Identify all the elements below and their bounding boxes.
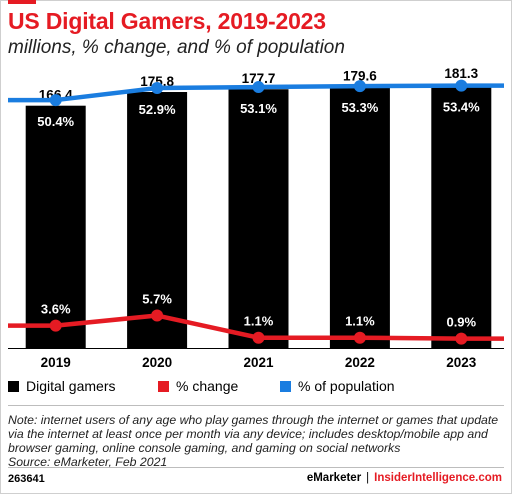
chart-title: US Digital Gamers, 2019-2023 [8,8,326,34]
brand-accent-bar [8,0,36,4]
chart-plot: 166.4175.8177.7179.6181.350.4%52.9%53.1%… [8,66,504,369]
point-percent-population-2020 [151,82,164,95]
point-percent-population-2019 [49,94,62,107]
point-percent-population-2021 [252,81,265,94]
chart-subtitle: millions, % change, and % of population [8,37,345,58]
bar-value-label: 181.3 [444,66,478,81]
chart-legend: Digital gamers % change % of population [8,378,504,396]
legend-item-digital-gamers: Digital gamers [8,378,115,394]
x-tick-label: 2023 [446,355,477,369]
legend-item-percent-change: % change [158,378,238,394]
x-tick-label: 2019 [41,355,71,369]
point-percent-change-2022 [353,331,366,344]
note-text: Note: internet users of any age who play… [8,413,499,455]
data-label-percent-population: 52.9% [139,102,176,117]
data-label-percent-change: 0.9% [446,315,476,330]
x-tick-label: 2022 [345,355,375,369]
legend-swatch-percent-population [280,380,291,392]
brand-separator: | [366,472,370,484]
bar-digital-gamers-2023 [431,84,492,348]
chart-note: Note: internet users of any age who play… [8,413,504,469]
legend-swatch-digital-gamers [8,380,19,392]
data-label-percent-change: 1.1% [345,314,375,329]
point-percent-population-2023 [455,79,468,92]
x-tick-label: 2021 [243,355,274,369]
footer-divider [8,467,504,468]
legend-item-percent-population: % of population [280,378,395,394]
bar-value-label: 175.8 [140,74,174,89]
legend-label-percent-population: % of population [298,378,395,394]
brand-insider-intelligence: InsiderIntelligence.com [374,472,502,484]
data-label-percent-population: 53.1% [240,101,277,116]
data-label-percent-population: 53.3% [341,100,378,115]
bar-digital-gamers-2020 [127,92,188,349]
legend-label-percent-change: % change [176,378,239,394]
point-percent-change-2019 [49,319,62,332]
bar-digital-gamers-2022 [329,86,390,348]
footer-brand: eMarketer | InsiderIntelligence.com [307,472,502,484]
note-divider [8,405,504,406]
data-label-percent-population: 53.4% [443,100,480,115]
data-label-percent-change: 5.7% [142,292,172,307]
bar-value-label: 177.7 [242,71,276,86]
data-label-percent-change: 3.6% [41,302,71,317]
chart-id: 263641 [8,473,45,485]
point-percent-population-2022 [353,80,366,93]
bar-value-label: 179.6 [343,68,377,83]
data-label-percent-change: 1.1% [244,314,274,329]
legend-label-digital-gamers: Digital gamers [26,378,116,394]
bar-digital-gamers-2019 [25,105,86,348]
point-percent-change-2020 [151,309,164,322]
data-label-percent-population: 50.4% [37,114,74,129]
point-percent-change-2021 [252,331,265,344]
bar-digital-gamers-2021 [228,89,289,349]
source-text: Source: eMarketer, Feb 2021 [8,455,168,469]
point-percent-change-2023 [455,332,468,345]
legend-swatch-percent-change [158,380,169,392]
x-tick-label: 2020 [142,355,172,369]
brand-emarketer: eMarketer [306,472,362,484]
